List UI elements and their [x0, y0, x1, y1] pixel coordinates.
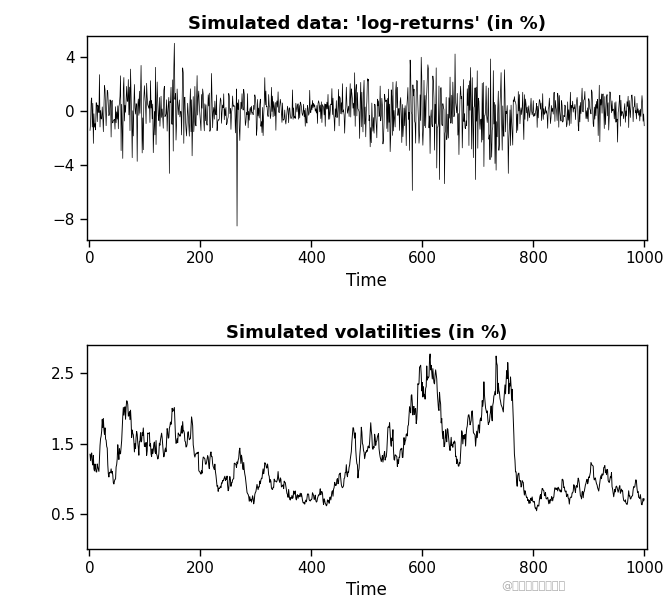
X-axis label: Time: Time: [346, 272, 388, 290]
Title: Simulated data: 'log-returns' (in %): Simulated data: 'log-returns' (in %): [188, 15, 546, 33]
Text: @稀土掘金技术社区: @稀土掘金技术社区: [502, 581, 566, 591]
Title: Simulated volatilities (in %): Simulated volatilities (in %): [226, 324, 508, 343]
X-axis label: Time: Time: [346, 581, 388, 599]
